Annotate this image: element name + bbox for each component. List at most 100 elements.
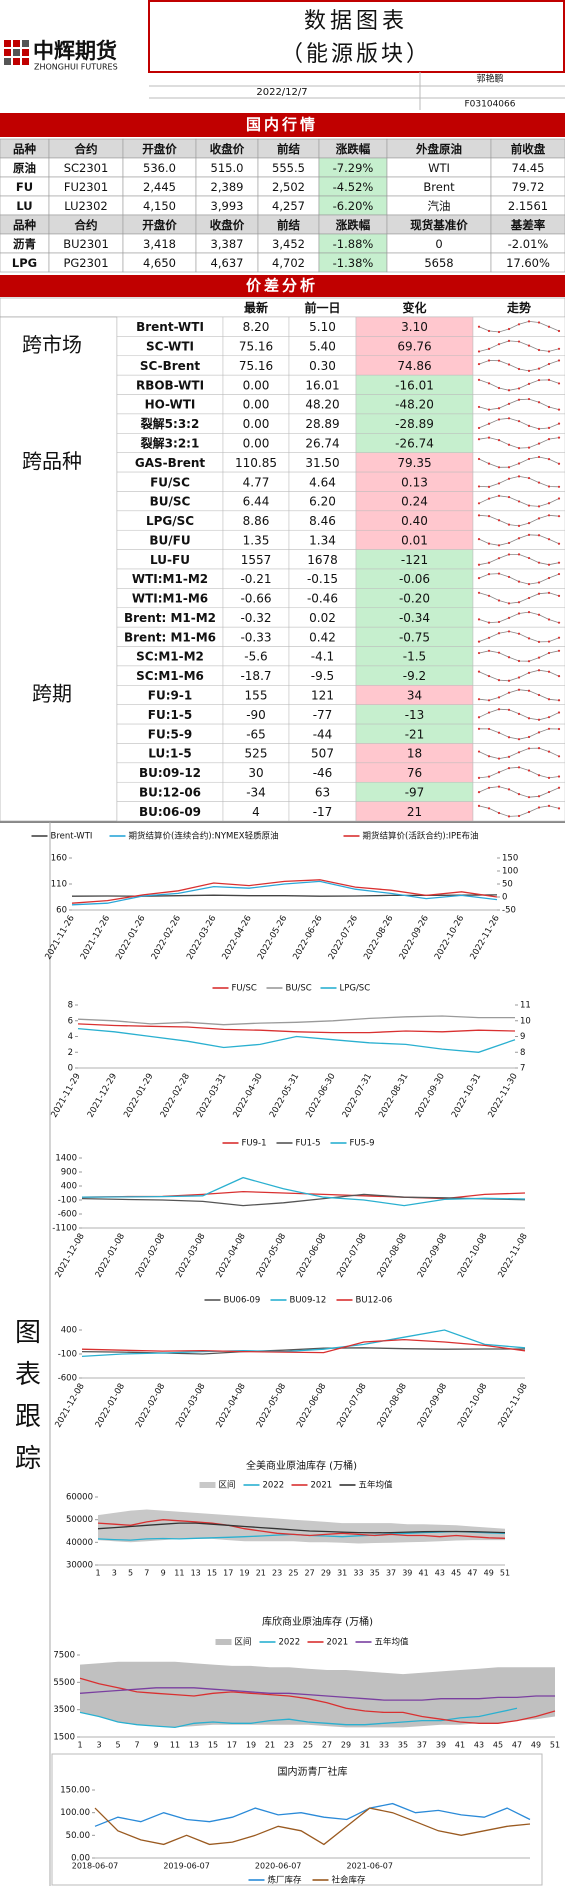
- x-tick-label: 2022-09-26: [398, 914, 431, 962]
- sparkline-dot: [517, 462, 521, 465]
- sparkline-dot: [527, 582, 531, 586]
- sparkline-dot: [537, 731, 541, 734]
- sparkline-dot: [497, 544, 501, 547]
- sparkline-dot: [527, 476, 531, 480]
- sparkline-dot: [507, 443, 511, 446]
- x-tick-label: 43: [435, 1569, 445, 1578]
- x-tick-label: 1: [77, 1741, 82, 1750]
- sparkline-dot: [497, 757, 501, 760]
- sparkline-dot: [517, 387, 521, 390]
- row-name: SC:M1-M2: [136, 650, 204, 664]
- sparkline-dot: [557, 359, 561, 362]
- sparkline-dot: [487, 359, 491, 362]
- x-tick-label: 2022-03-08: [174, 1382, 207, 1430]
- doc-subtitle: （能源版块）: [281, 42, 431, 67]
- row-name: BU/FU: [149, 533, 190, 547]
- cell-text: -65: [246, 727, 266, 741]
- x-tick-label: 49: [531, 1741, 541, 1750]
- sparkline-dot: [477, 362, 481, 366]
- side-label: 图表跟踪: [11, 1318, 41, 1486]
- x-tick-label: 41: [419, 1569, 429, 1578]
- legend-label: BU12-06: [356, 1296, 393, 1306]
- x-tick-label: 35: [370, 1569, 380, 1578]
- x-tick-label: 27: [322, 1741, 332, 1750]
- series-line: [97, 1519, 506, 1539]
- cell-text: 0.13: [401, 475, 428, 489]
- sparkline-dot: [517, 340, 521, 343]
- x-tick-label: 7: [144, 1569, 149, 1578]
- x-tick-label: 45: [493, 1741, 503, 1750]
- row-name: BU:09-12: [139, 766, 201, 780]
- y-tick-label: 7: [520, 1064, 525, 1074]
- cell-text: 21: [407, 805, 422, 819]
- x-tick-label: 2022-05-31: [268, 1072, 301, 1120]
- sparkline-dot: [537, 774, 541, 777]
- y-tick-label: 400: [61, 1326, 77, 1336]
- sparkline-dot: [477, 563, 481, 566]
- sparkline-dot: [487, 755, 491, 758]
- sparkline-dot: [537, 693, 541, 697]
- row-name: 裂解5:3:2: [140, 416, 200, 431]
- sparkline-dot: [507, 755, 511, 758]
- cell-text: 17.60%: [506, 256, 550, 270]
- y-tick-label: 100: [502, 867, 518, 877]
- y-tick-label: 5500: [53, 1678, 75, 1688]
- column-header: 收盘价: [210, 142, 245, 156]
- sparkline-dot: [557, 572, 561, 576]
- sparkline-dot: [537, 806, 541, 809]
- row-name: BU/SC: [150, 495, 191, 509]
- x-tick-label: 15: [207, 1569, 217, 1578]
- y-tick-label: 2: [68, 1048, 73, 1058]
- sparkline-dot: [537, 613, 541, 616]
- sparkline-dot: [517, 738, 521, 741]
- x-tick-label: 5: [115, 1741, 120, 1750]
- sparkline-dot: [517, 659, 521, 663]
- cell-text: 4,150: [143, 199, 176, 213]
- sparkline-dot: [497, 771, 501, 774]
- cell-text: 3,418: [143, 237, 176, 251]
- x-tick-label: 19: [246, 1741, 256, 1750]
- x-tick-label: 2021-11-29: [49, 1072, 82, 1120]
- table-cell: [472, 471, 565, 492]
- cell-text: -46: [313, 766, 333, 780]
- sparkline-dot: [557, 436, 561, 439]
- sparkline-dot: [537, 534, 541, 537]
- cell-text: -13: [405, 708, 425, 722]
- sparkline-dot: [477, 776, 481, 779]
- x-tick-label: 41: [455, 1741, 465, 1750]
- sparkline-dot: [537, 718, 541, 721]
- cell-text: 3.10: [401, 320, 428, 334]
- sparkline-dot: [537, 401, 541, 404]
- table-cell: [472, 723, 565, 744]
- legend-label: LPG/SC: [340, 984, 371, 994]
- sparkline-dot: [537, 321, 541, 324]
- cell-text: LPG: [12, 256, 37, 270]
- x-tick-label: 2022-02-28: [159, 1072, 192, 1120]
- sparkline-dot: [477, 640, 481, 643]
- cell-text: 1678: [307, 553, 338, 567]
- legend-label: 期货结算价(连续合约):NYMEX轻质原油: [129, 831, 279, 842]
- legend-label: 2021: [327, 1638, 349, 1648]
- sparkline-dot: [547, 325, 551, 328]
- sparkline-dot: [487, 775, 491, 778]
- y-tick-label: 400: [61, 1182, 77, 1192]
- sparkline-dot: [497, 330, 501, 334]
- cell-text: 555.5: [272, 161, 305, 175]
- table-cell: [472, 607, 565, 628]
- sparkline-dot: [537, 348, 541, 352]
- legend-label: 2022: [263, 1481, 285, 1491]
- sparkline-dot: [547, 698, 551, 701]
- y-tick-label: 9: [520, 1032, 525, 1042]
- legend-label: 五年均值: [375, 1637, 410, 1648]
- sparkline-dot: [497, 731, 501, 734]
- sparkline-dot: [497, 572, 501, 575]
- sparkline-dot: [507, 630, 511, 633]
- y-tick-label: 60000: [66, 1493, 93, 1503]
- x-tick-label: 2022-07-31: [341, 1072, 374, 1120]
- cell-text: -34: [246, 785, 266, 799]
- y-tick-label: 0: [68, 1064, 73, 1074]
- sparkline-dot: [497, 679, 501, 682]
- table-cell: [472, 355, 565, 376]
- row-name: FU/SC: [150, 475, 190, 489]
- x-tick-label: 2022-11-30: [486, 1072, 519, 1120]
